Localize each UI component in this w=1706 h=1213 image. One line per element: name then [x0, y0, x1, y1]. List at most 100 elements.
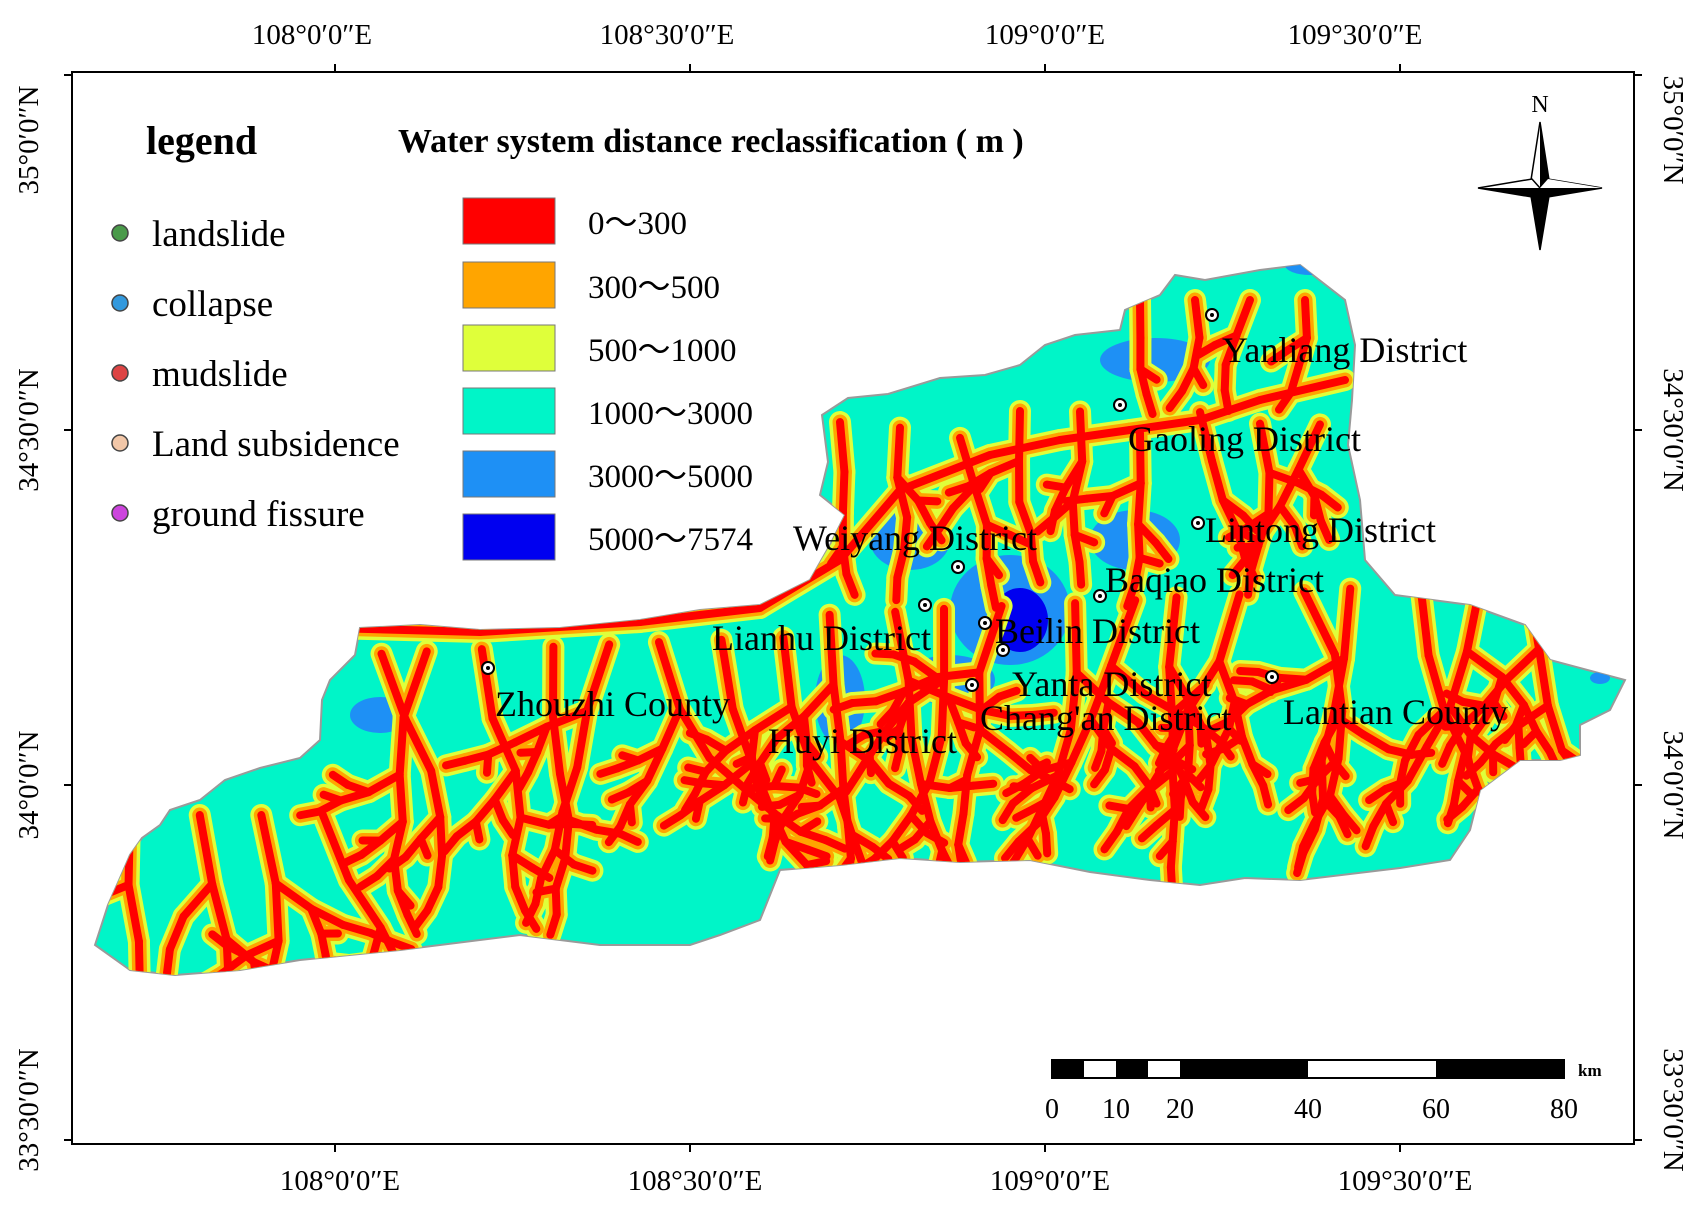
river-segment [515, 768, 533, 792]
river-segment [893, 423, 904, 482]
river-segment [537, 845, 559, 883]
scale-unit: km [1578, 1061, 1602, 1080]
river-segment [1195, 761, 1215, 784]
river-segment [923, 829, 949, 847]
river-segment [842, 569, 859, 599]
river-segment [1015, 406, 1024, 465]
river-segment [717, 635, 737, 713]
river-segment [829, 680, 845, 746]
river-segment [636, 604, 764, 626]
class-swatch-500-1000 [462, 324, 556, 372]
river-segment [881, 724, 904, 743]
river-segment [906, 777, 934, 820]
river-segment [1165, 387, 1187, 413]
river-segment [1424, 651, 1449, 715]
river-segment [1068, 497, 1079, 539]
district-seats [481, 308, 1279, 692]
place-labels: Yanliang District Gaoling District Linto… [495, 330, 1508, 761]
river-segment [876, 706, 897, 729]
label-weiyang: Weiyang District [793, 518, 1037, 558]
scale-tick-label: 60 [1422, 1094, 1450, 1125]
river-segment [1126, 416, 1204, 434]
river-segment [1184, 657, 1224, 714]
river-segment [1232, 296, 1254, 340]
river-segment [423, 883, 443, 915]
compass-needle-w-shade [1478, 188, 1540, 197]
river-segment [393, 886, 415, 910]
district-seat-dot [923, 603, 927, 607]
classification-title: Water system distance reclassification (… [398, 123, 1024, 160]
district-seat-dot [486, 666, 490, 670]
river-segment [975, 668, 984, 734]
river-segment [1154, 756, 1179, 775]
river-segment [761, 814, 788, 824]
river-segment [42, 924, 61, 946]
river-segment [1105, 801, 1133, 813]
river-segment [561, 815, 573, 863]
land-subsidence-marker [111, 434, 129, 452]
label-beilin: Beilin District [995, 611, 1200, 651]
river-segment [63, 946, 67, 964]
river-segment [257, 811, 280, 888]
river-segment [573, 706, 592, 772]
river-segment [800, 712, 811, 748]
river-segment [969, 779, 998, 790]
river-segment [604, 822, 625, 847]
river-segment [403, 910, 421, 938]
river-segment [490, 766, 520, 804]
river-segment [1124, 782, 1155, 813]
district-seat-dot [983, 621, 987, 625]
river-segment [1400, 730, 1423, 765]
river-segment [618, 751, 643, 765]
river-segment [888, 837, 907, 862]
river-segment [1300, 587, 1339, 659]
river-segment [922, 525, 943, 551]
river-segment [1236, 667, 1263, 677]
river-segment [1441, 721, 1468, 731]
river-segment [970, 481, 991, 529]
district-seat-dot [1118, 403, 1122, 407]
river-segment [1365, 785, 1390, 805]
river-segment [1443, 800, 1458, 828]
district-seat-dot [1001, 648, 1005, 652]
top-lon-label: 108°30′0″E [600, 19, 735, 51]
river-segment [802, 761, 816, 787]
river-segment [1135, 553, 1164, 568]
river-segment [208, 930, 231, 950]
scale-segment [1436, 1060, 1564, 1078]
river-segment [1004, 747, 1035, 775]
river-segment [998, 799, 1017, 825]
river-segment [625, 800, 636, 827]
river-segment [50, 943, 63, 956]
scale-bar: km 0 10 20 40 60 80 [1045, 1059, 1602, 1125]
river-segment [1339, 811, 1361, 835]
river-segment [1107, 744, 1139, 771]
class-label-0-300: 0～300 [588, 206, 687, 242]
river-segment [25, 946, 41, 963]
river-segment [684, 763, 710, 776]
river-segment [395, 770, 407, 826]
label-lantian: Lantian County [1283, 692, 1508, 732]
river-segment [1207, 744, 1224, 769]
river-segment [218, 951, 251, 975]
river-segment [779, 633, 796, 711]
river-segment [1086, 661, 1116, 724]
river-segment [1056, 426, 1134, 444]
river-segment [1207, 717, 1234, 734]
river-segment [721, 726, 759, 755]
river-segment [1361, 822, 1378, 851]
river-segment [986, 456, 1024, 478]
river-segment [1099, 698, 1113, 733]
river-segment [1220, 360, 1230, 395]
river-segment [522, 899, 540, 927]
river-segment [307, 904, 326, 938]
river-segment [1248, 760, 1272, 779]
river-segment [892, 573, 902, 605]
river-segment [1207, 456, 1227, 505]
top-lon-label: 108°0′0″E [252, 19, 372, 51]
river-segment [1299, 825, 1319, 857]
right-lat-label: 34°0′0″N [1657, 731, 1689, 840]
north-label: N [1531, 92, 1548, 118]
river-segment [1136, 429, 1145, 488]
river-segment [751, 774, 766, 800]
